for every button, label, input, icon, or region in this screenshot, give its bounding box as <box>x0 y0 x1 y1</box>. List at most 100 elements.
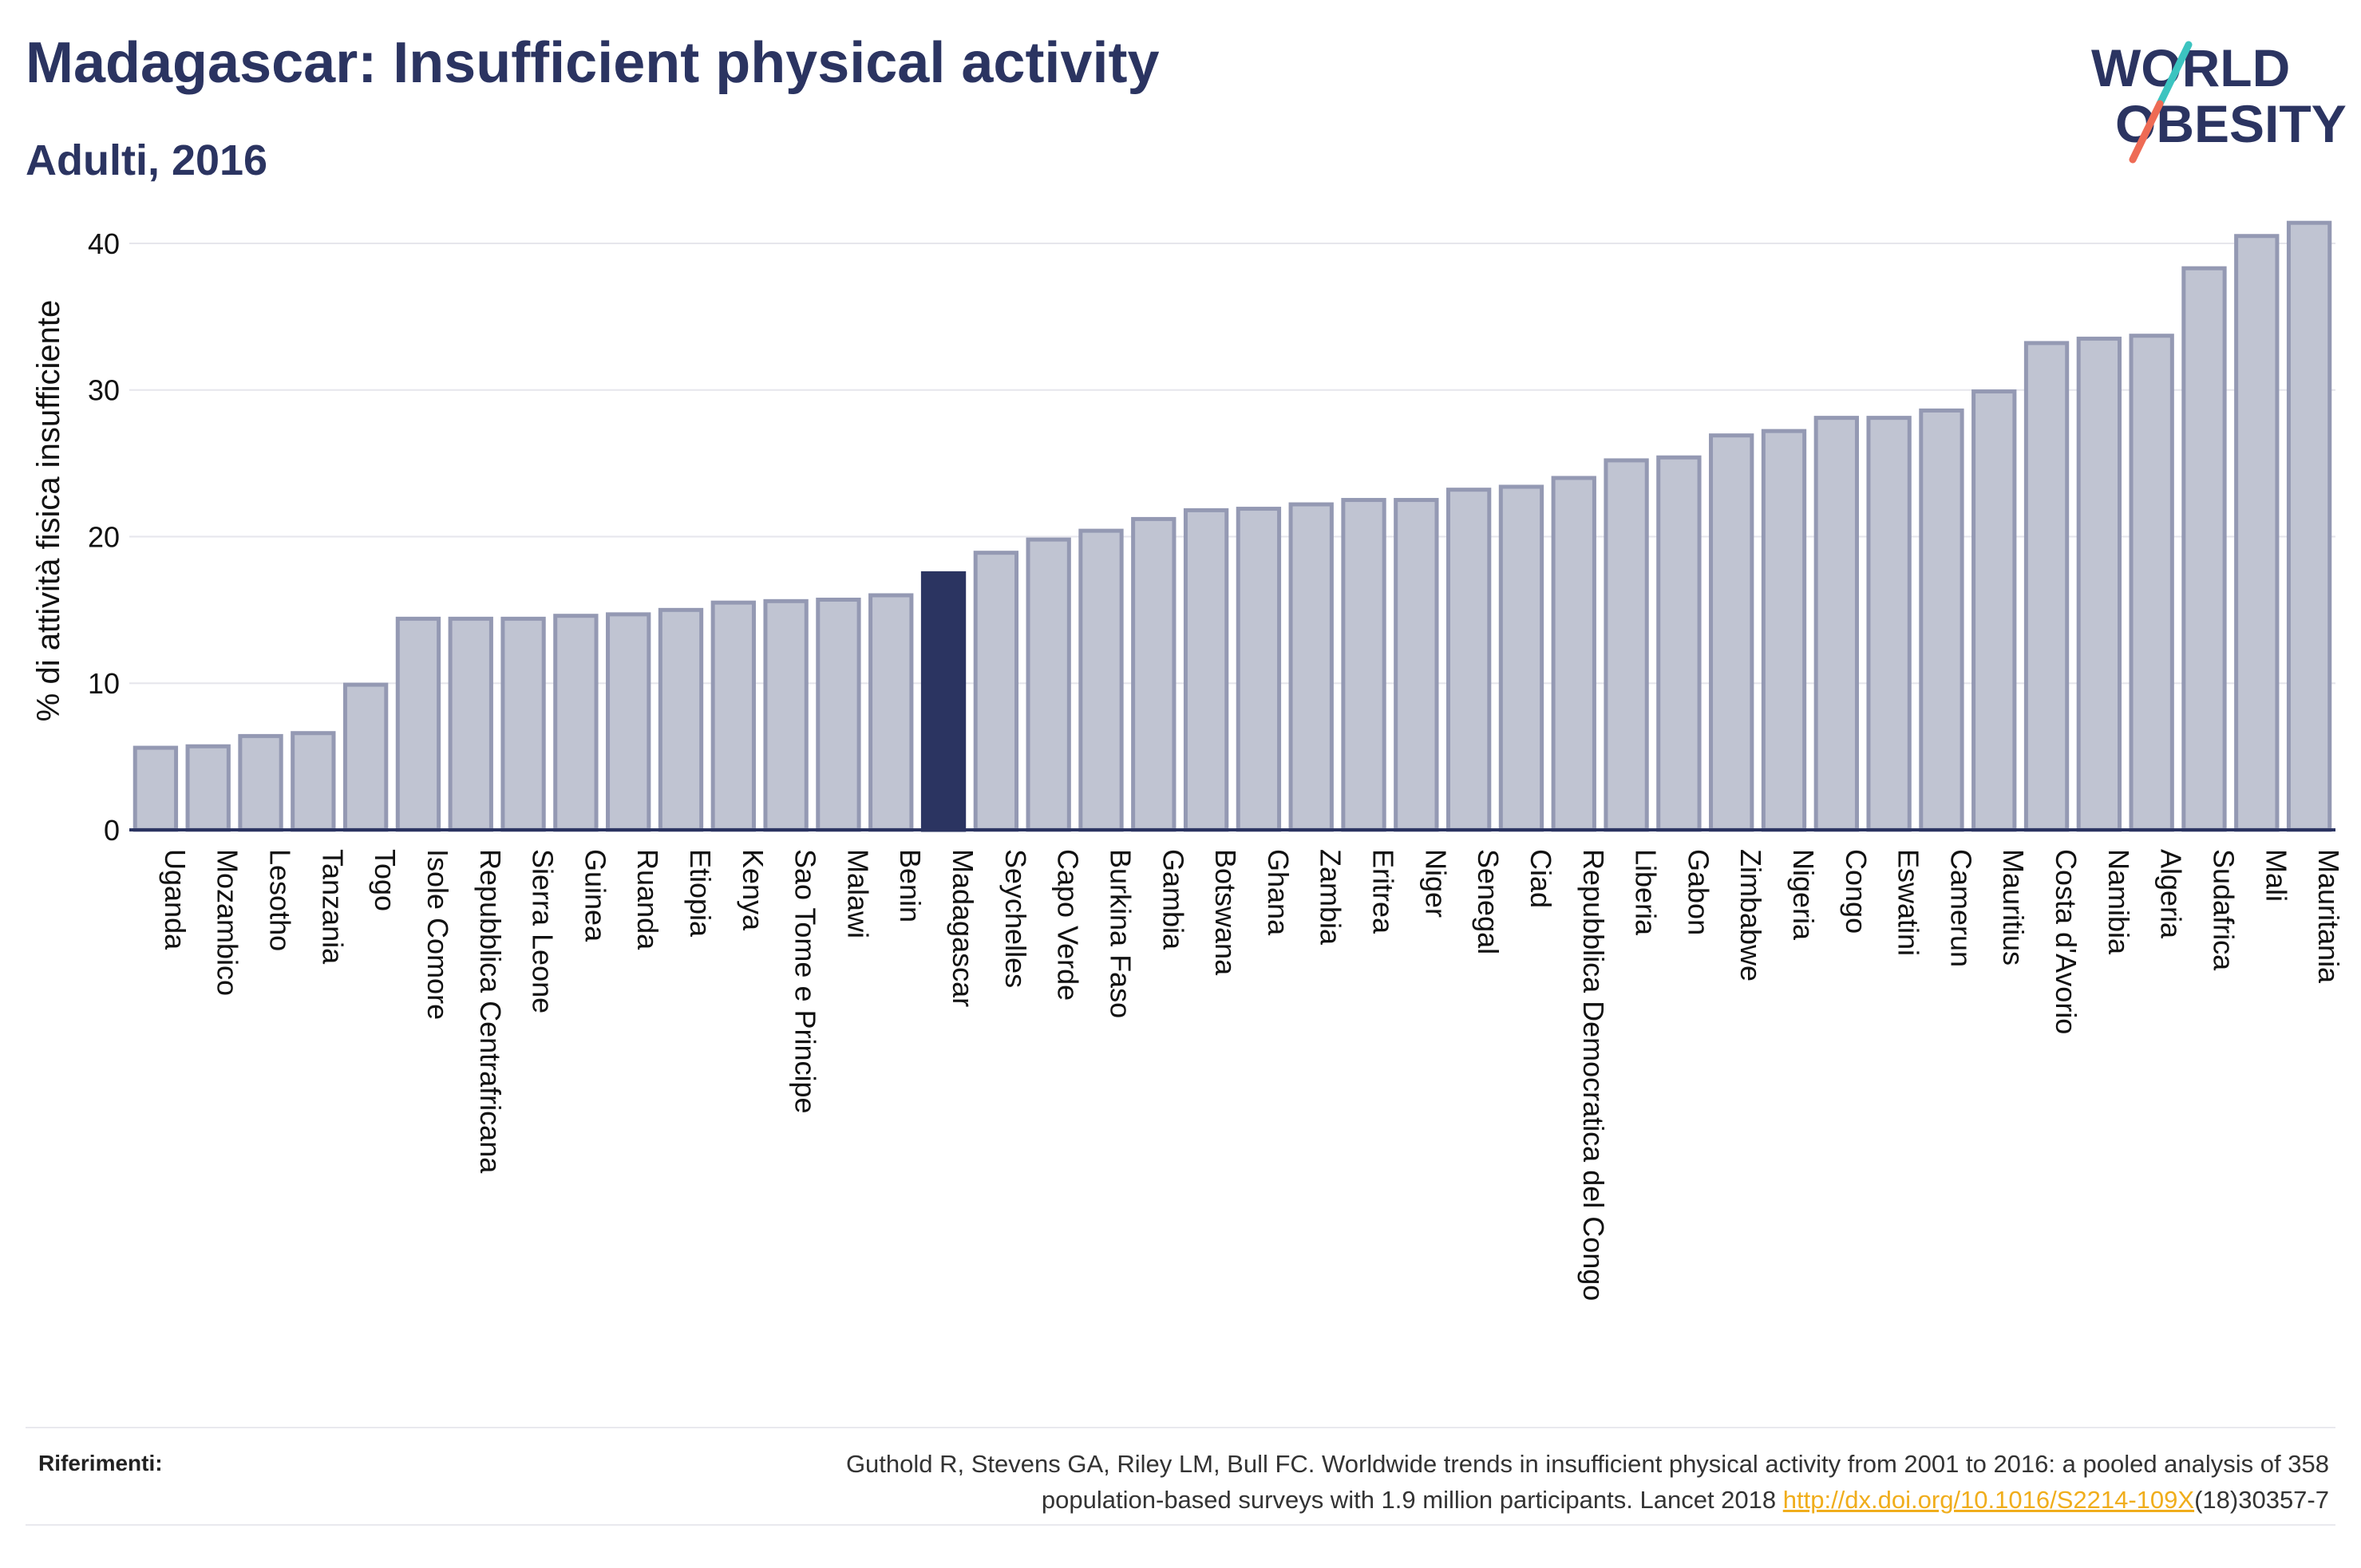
bar-sierra-leone <box>500 616 546 832</box>
bar-eritrea <box>1341 498 1386 832</box>
x-tick-label-mali: Mali <box>2260 849 2292 902</box>
x-tick-label-congo: Congo <box>1840 849 1873 934</box>
bar-liberia <box>1604 458 1649 832</box>
y-tick-label-10: 10 <box>88 667 120 700</box>
x-tick-label-guinea: Guinea <box>579 849 611 942</box>
bar-congo <box>1813 416 1859 832</box>
x-tick-label-botswana: Botswana <box>1209 849 1242 976</box>
references-label: Riferimenti: <box>38 1451 163 1475</box>
bar-isole-comore <box>395 616 441 832</box>
world-obesity-logo: WORLD OBESITY <box>2091 38 2347 164</box>
page-title: Madagascar: Insufficient physical activi… <box>26 31 1160 95</box>
bar-etiopia <box>658 607 704 832</box>
y-tick-label-20: 20 <box>88 520 120 553</box>
bar-kenya <box>710 600 756 832</box>
x-tick-label-repubblica-centrafricana: Repubblica Centrafricana <box>474 849 507 1174</box>
x-tick-label-malawi: Malawi <box>841 849 874 938</box>
x-tick-label-sierra-leone: Sierra Leone <box>527 849 560 1013</box>
grid-layer <box>129 242 2335 685</box>
bar-zimbabwe <box>1709 433 1754 832</box>
bar-lesotho <box>238 733 283 832</box>
bar-botswana <box>1183 508 1229 832</box>
x-tick-label-liberia: Liberia <box>1630 849 1663 936</box>
bar-niger <box>1394 498 1439 832</box>
x-tick-label-camerun: Camerun <box>1944 849 1977 967</box>
x-tick-label-sudafrica: Sudafrica <box>2207 849 2240 971</box>
x-tick-label-ciad: Ciad <box>1525 849 1557 908</box>
bar-zambia <box>1288 502 1334 832</box>
axis-layer: 0 10 20 30 40 <box>88 227 2335 847</box>
bar-gambia <box>1131 516 1177 832</box>
x-tick-label-togo: Togo <box>369 849 401 911</box>
page-subtitle: Adulti, 2016 <box>26 136 268 184</box>
bar-uganda <box>132 745 179 832</box>
bar-repubblica-centrafricana <box>448 616 493 832</box>
x-tick-label-costa-d-avorio: Costa d'Avorio <box>2050 849 2082 1034</box>
bar-tanzania <box>291 731 336 832</box>
bars-layer <box>132 220 2332 832</box>
category-labels: Uganda Mozambico Lesotho Tanzania Togo Isole … <box>159 849 2345 1301</box>
bar-gabon <box>1656 455 1702 832</box>
bar-mauritius <box>1971 389 2017 832</box>
x-tick-label-senegal: Senegal <box>1472 849 1505 954</box>
x-tick-label-repubblica-democratica-del-congo: Repubblica Democratica del Congo <box>1577 849 1610 1301</box>
x-tick-label-gambia: Gambia <box>1157 849 1189 950</box>
bar-nigeria <box>1761 429 1807 832</box>
citation-line-2-prefix: population-based surveys with 1.9 millio… <box>1041 1486 1783 1514</box>
x-tick-label-niger: Niger <box>1419 849 1452 918</box>
bar-senegal <box>1445 488 1492 832</box>
x-tick-label-gabon: Gabon <box>1682 849 1714 935</box>
x-tick-label-eritrea: Eritrea <box>1367 849 1400 934</box>
x-tick-label-ghana: Ghana <box>1262 849 1295 936</box>
bar-repubblica-democratica-del-congo <box>1551 476 1596 832</box>
x-tick-label-isole-comore: Isole Comore <box>421 849 454 1020</box>
bar-mali <box>2234 234 2280 832</box>
bar-capo-verde <box>1026 537 1071 832</box>
x-tick-label-zimbabwe: Zimbabwe <box>1734 849 1767 981</box>
bar-ghana <box>1236 507 1282 832</box>
x-tick-label-madagascar: Madagascar <box>947 849 979 1007</box>
x-tick-label-nigeria: Nigeria <box>1787 849 1820 941</box>
y-tick-label-0: 0 <box>104 814 120 847</box>
x-tick-label-ruanda: Ruanda <box>631 849 664 950</box>
x-tick-label-tanzania: Tanzania <box>316 849 349 965</box>
x-tick-label-burkina-faso: Burkina Faso <box>1104 849 1137 1018</box>
logo-slash-top <box>2156 41 2193 108</box>
bar-madagascar <box>920 571 967 832</box>
x-tick-label-sao-tome-e-principe: Sao Tome e Principe <box>789 849 822 1114</box>
bar-benin <box>868 593 914 832</box>
citation-line-1: Guthold R, Stevens GA, Riley LM, Bull FC… <box>845 1450 2329 1478</box>
x-tick-label-etiopia: Etiopia <box>684 849 717 938</box>
y-tick-label-40: 40 <box>88 227 120 260</box>
bar-guinea <box>553 614 599 832</box>
bar-costa-d-avorio <box>2023 341 2070 832</box>
bar-mauritania <box>2286 220 2332 832</box>
doi-link[interactable]: http://dx.doi.org/10.1016/S2214-109X <box>1782 1486 2195 1514</box>
bar-sudafrica <box>2181 266 2227 832</box>
bar-camerun <box>1919 408 1964 832</box>
references-bottom-divider <box>26 1524 2335 1526</box>
bar-mozambico <box>185 744 231 832</box>
x-tick-label-mozambico: Mozambico <box>212 849 244 996</box>
bar-malawi <box>816 597 861 832</box>
references-top-divider <box>26 1427 2335 1428</box>
x-tick-label-mauritania: Mauritania <box>2312 849 2345 984</box>
x-tick-label-mauritius: Mauritius <box>1997 849 2030 966</box>
bar-burkina-faso <box>1078 528 1124 832</box>
x-tick-label-namibia: Namibia <box>2102 849 2135 955</box>
x-tick-label-algeria: Algeria <box>2155 849 2188 939</box>
x-tick-label-seychelles: Seychelles <box>999 849 1032 988</box>
x-tick-label-zambia: Zambia <box>1315 849 1347 946</box>
bar-sao-tome-e-principe <box>763 598 809 832</box>
y-tick-label-30: 30 <box>88 374 120 407</box>
logo-slash-bottom <box>2129 100 2164 164</box>
bar-seychelles <box>973 551 1019 832</box>
x-tick-label-benin: Benin <box>894 849 927 922</box>
x-tick-label-eswatini: Eswatini <box>1892 849 1925 956</box>
x-tick-label-lesotho: Lesotho <box>264 849 297 951</box>
x-tick-label-uganda: Uganda <box>159 849 192 950</box>
references-citation: Guthold R, Stevens GA, Riley LM, Bull FC… <box>493 1446 2329 1518</box>
x-tick-label-capo-verde: Capo Verde <box>1052 849 1085 1001</box>
bar-namibia <box>2076 336 2122 832</box>
